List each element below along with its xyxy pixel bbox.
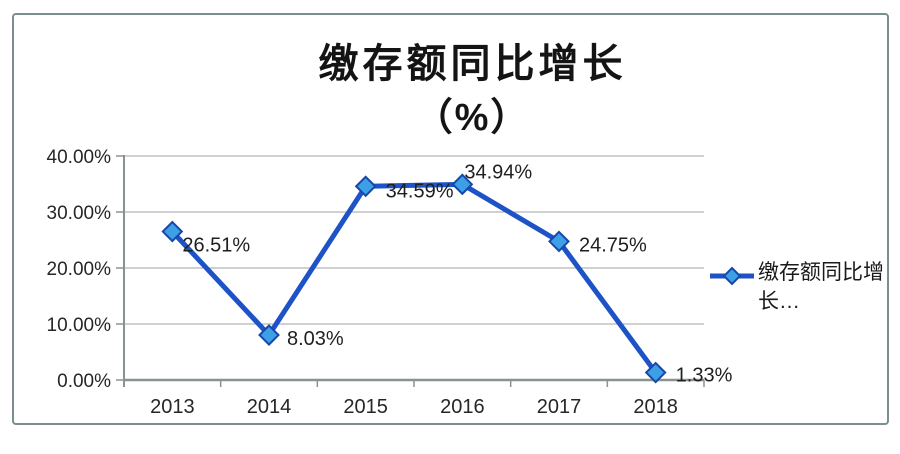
- chart-title-line2: （%）: [414, 97, 531, 139]
- x-tick-label: 2015: [343, 396, 388, 418]
- legend-line-with-diamond-icon: [710, 266, 754, 286]
- chart-title: 缴存额同比增长 （%）: [36, 37, 900, 145]
- data-point-label: 26.51%: [182, 235, 250, 257]
- x-tick-label: 2013: [150, 396, 195, 418]
- data-point-label: 1.33%: [676, 365, 733, 387]
- x-tick-label: 2018: [633, 396, 678, 418]
- chart-frame: 缴存额同比增长 （%） 0.00% 10.00% 20.00% 30.00% 40.00…: [12, 13, 889, 425]
- data-point-marker: [354, 175, 377, 198]
- y-tick-label: 0.00%: [57, 371, 111, 392]
- series-line: [169, 181, 659, 376]
- y-tick-label: 10.00%: [47, 315, 112, 336]
- data-point-label: 34.59%: [386, 180, 454, 202]
- x-tick-label: 2014: [247, 396, 292, 418]
- plot-area: 0.00% 10.00% 20.00% 30.00% 40.00% 2013 2014 201…: [47, 147, 733, 418]
- chart-title-line1: 缴存额同比增长: [318, 42, 627, 86]
- data-point-marker: [548, 230, 570, 253]
- data-point-marker: [258, 324, 280, 346]
- data-point-label: 24.75%: [579, 234, 647, 256]
- y-tick-label: 40.00%: [47, 147, 112, 168]
- legend: 缴存额同比增长…: [708, 258, 890, 316]
- legend-label: 缴存额同比增长…: [758, 261, 884, 313]
- data-point-marker: [451, 173, 474, 196]
- data-point-marker: [644, 361, 667, 384]
- data-point-label: 8.03%: [287, 328, 344, 350]
- data-point-marker: [161, 220, 184, 243]
- data-point-label: 34.94%: [464, 161, 532, 183]
- y-tick-label: 20.00%: [47, 259, 112, 280]
- y-tick-label: 30.00%: [47, 203, 112, 224]
- x-tick-label: 2016: [440, 396, 485, 418]
- x-tick-label: 2017: [537, 396, 582, 418]
